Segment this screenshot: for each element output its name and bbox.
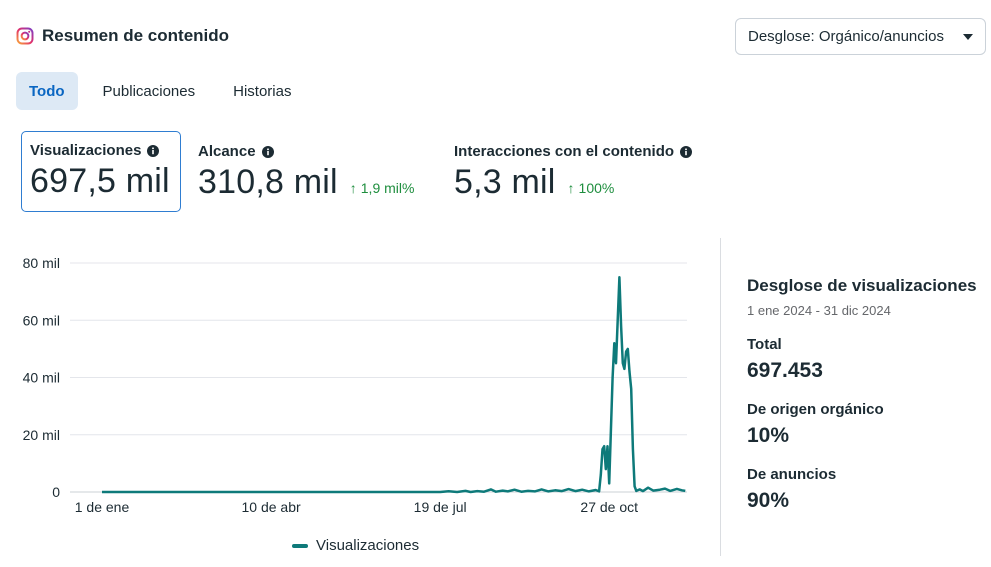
metric-value: 5,3 mil: [454, 163, 556, 201]
y-tick-label: 60 mil: [23, 312, 60, 328]
breakdown-title: Desglose de visualizaciones: [747, 276, 977, 295]
y-tick-label: 0: [52, 484, 60, 500]
metric-card-visualizaciones[interactable]: Visualizaciones 697,5 mil: [21, 131, 181, 212]
tab-publicaciones[interactable]: Publicaciones: [102, 82, 196, 100]
tab-historias[interactable]: Historias: [233, 82, 292, 100]
metric-delta-value: 1,9 mil%: [360, 180, 415, 196]
info-icon[interactable]: [261, 145, 274, 158]
breakdown-date-range: 1 ene 2024 - 31 dic 2024: [747, 303, 891, 318]
chart-legend[interactable]: Visualizaciones: [292, 537, 419, 554]
metric-card-alcance[interactable]: Alcance 310,8 mil ↑ 1,9 mil%: [198, 132, 414, 202]
views-line-chart[interactable]: 0 20 mil 40 mil 60 mil 80 mil 1 de ene 10 de a…: [0, 240, 700, 530]
metric-value-row: 5,3 mil ↑ 100%: [454, 163, 692, 202]
breakdown-total: Total 697.453: [747, 336, 987, 383]
metric-value-row: 697,5 mil: [30, 162, 172, 201]
ads-label: De anuncios: [747, 466, 837, 483]
content-tabs: Todo Publicaciones Historias: [16, 72, 316, 110]
metric-delta-value: 100%: [578, 180, 615, 196]
metric-label: Visualizaciones: [30, 142, 142, 159]
metric-label-row: Alcance: [198, 143, 414, 160]
x-tick-label: 27 de oct: [580, 499, 638, 515]
total-label: Total: [747, 336, 782, 353]
y-tick-label: 80 mil: [23, 255, 60, 271]
page-header: Resumen de contenido: [16, 26, 229, 46]
arrow-up-icon: ↑: [349, 180, 357, 196]
views-breakdown-panel: Desglose de visualizaciones 1 ene 2024 -…: [747, 276, 987, 513]
legend-label: Visualizaciones: [316, 537, 420, 554]
x-tick-label: 1 de ene: [75, 499, 130, 515]
organic-value: 10%: [747, 424, 790, 447]
page-title: Resumen de contenido: [42, 26, 230, 45]
metric-label-row: Visualizaciones: [30, 142, 172, 159]
metric-value-row: 310,8 mil ↑ 1,9 mil%: [198, 163, 414, 202]
breakdown-dropdown[interactable]: Desglose: Orgánico/anuncios: [735, 18, 986, 55]
breakdown-organic: De origen orgánico 10%: [747, 401, 987, 448]
info-icon[interactable]: [147, 144, 160, 157]
metric-label: Alcance: [198, 143, 256, 160]
info-icon[interactable]: [680, 145, 693, 158]
series-line-visualizaciones[interactable]: [102, 276, 686, 494]
metric-value: 697,5 mil: [30, 162, 170, 200]
y-tick-label: 40 mil: [23, 370, 60, 386]
metric-label: Interacciones con el contenido: [454, 143, 675, 160]
total-value: 697.453: [747, 359, 823, 382]
x-tick-label: 10 de abr: [241, 499, 300, 515]
metric-label-row: Interacciones con el contenido: [454, 143, 693, 160]
legend-swatch: [292, 543, 308, 548]
metric-card-interacciones[interactable]: Interacciones con el contenido 5,3 mil ↑…: [454, 132, 693, 202]
metric-delta: ↑ 100%: [568, 180, 615, 196]
metric-value: 310,8 mil: [198, 163, 338, 201]
y-tick-label: 20 mil: [23, 427, 60, 443]
ads-value: 90%: [747, 489, 790, 512]
x-tick-label: 19 de jul: [414, 499, 467, 515]
metric-delta: ↑ 1,9 mil%: [350, 180, 415, 196]
tab-todo[interactable]: Todo: [16, 72, 78, 110]
breakdown-dropdown-label: Desglose: Orgánico/anuncios: [748, 28, 944, 45]
caret-down-icon: [963, 33, 973, 40]
breakdown-ads: De anuncios 90%: [747, 466, 987, 513]
panel-divider: [720, 238, 721, 556]
views-chart: 0 20 mil 40 mil 60 mil 80 mil 1 de ene 10 de a…: [0, 240, 700, 567]
arrow-up-icon: ↑: [567, 180, 575, 196]
instagram-icon: [16, 27, 34, 45]
organic-label: De origen orgánico: [747, 401, 884, 418]
